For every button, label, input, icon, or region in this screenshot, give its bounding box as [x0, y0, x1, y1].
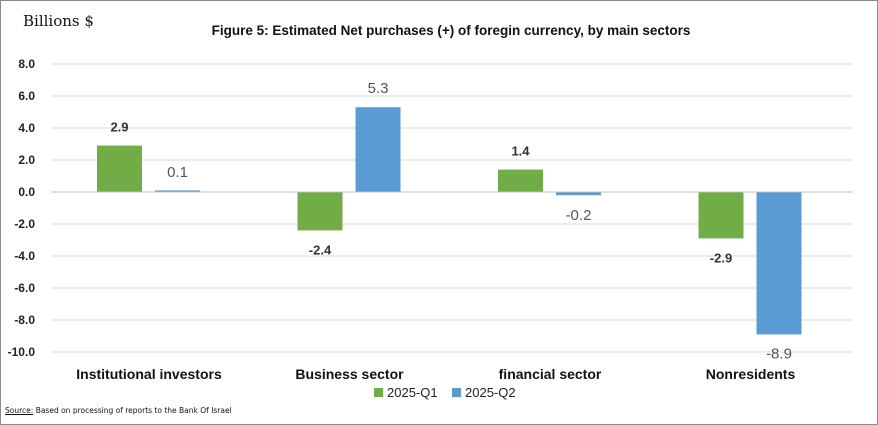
bar-2025-q2: [556, 192, 601, 196]
data-label-q1: -2.4: [309, 242, 332, 257]
data-label-q1: 1.4: [511, 144, 530, 159]
y-tick-label: 4.0: [18, 121, 35, 135]
data-label-q2: 0.1: [167, 164, 188, 181]
bar-2025-q1: [498, 169, 543, 192]
data-label-q1: 2.9: [110, 120, 128, 135]
y-tick-label: -4.0: [14, 249, 35, 263]
y-tick-label: 2.0: [18, 153, 35, 167]
chart-title: Figure 5: Estimated Net purchases (+) of…: [211, 23, 691, 38]
data-label-q2: 5.3: [368, 80, 389, 97]
y-tick-label: -6.0: [14, 281, 35, 295]
legend-swatch-2025-q1: [374, 388, 383, 397]
bar-2025-q2: [155, 190, 200, 192]
bar-2025-q1: [698, 192, 744, 239]
x-category-label: Institutional investors: [76, 366, 222, 382]
y-tick-label: -10.0: [8, 345, 36, 359]
y-tick-label: 6.0: [18, 89, 35, 103]
legend-label-2025-q1: 2025-Q1: [387, 385, 438, 400]
x-category-label: Nonresidents: [706, 366, 796, 382]
bar-2025-q1: [97, 145, 142, 192]
y-unit-label: Billions $: [23, 12, 94, 30]
source-label: Source:: [5, 406, 34, 415]
y-tick-label: 8.0: [18, 57, 35, 71]
legend-swatch-2025-q2: [452, 388, 461, 397]
data-label-q2: -8.9: [766, 345, 792, 362]
source-text: Based on processing of reports to the Ba…: [35, 406, 232, 415]
legend-label-2025-q2: 2025-Q2: [465, 385, 516, 400]
y-tick-label: -8.0: [14, 313, 35, 327]
x-category-label: Business sector: [295, 366, 404, 382]
data-label-q1: -2.9: [710, 250, 732, 265]
y-tick-label: 0.0: [18, 185, 35, 199]
bar-2025-q1: [297, 192, 343, 231]
x-category-label: financial sector: [499, 366, 602, 382]
y-tick-label: -2.0: [14, 217, 35, 231]
data-label-q2: -0.2: [566, 207, 592, 224]
bar-2025-q2: [355, 107, 401, 192]
bar-2025-q2: [756, 192, 802, 335]
source-note: Source: Based on processing of reports t…: [5, 406, 232, 415]
